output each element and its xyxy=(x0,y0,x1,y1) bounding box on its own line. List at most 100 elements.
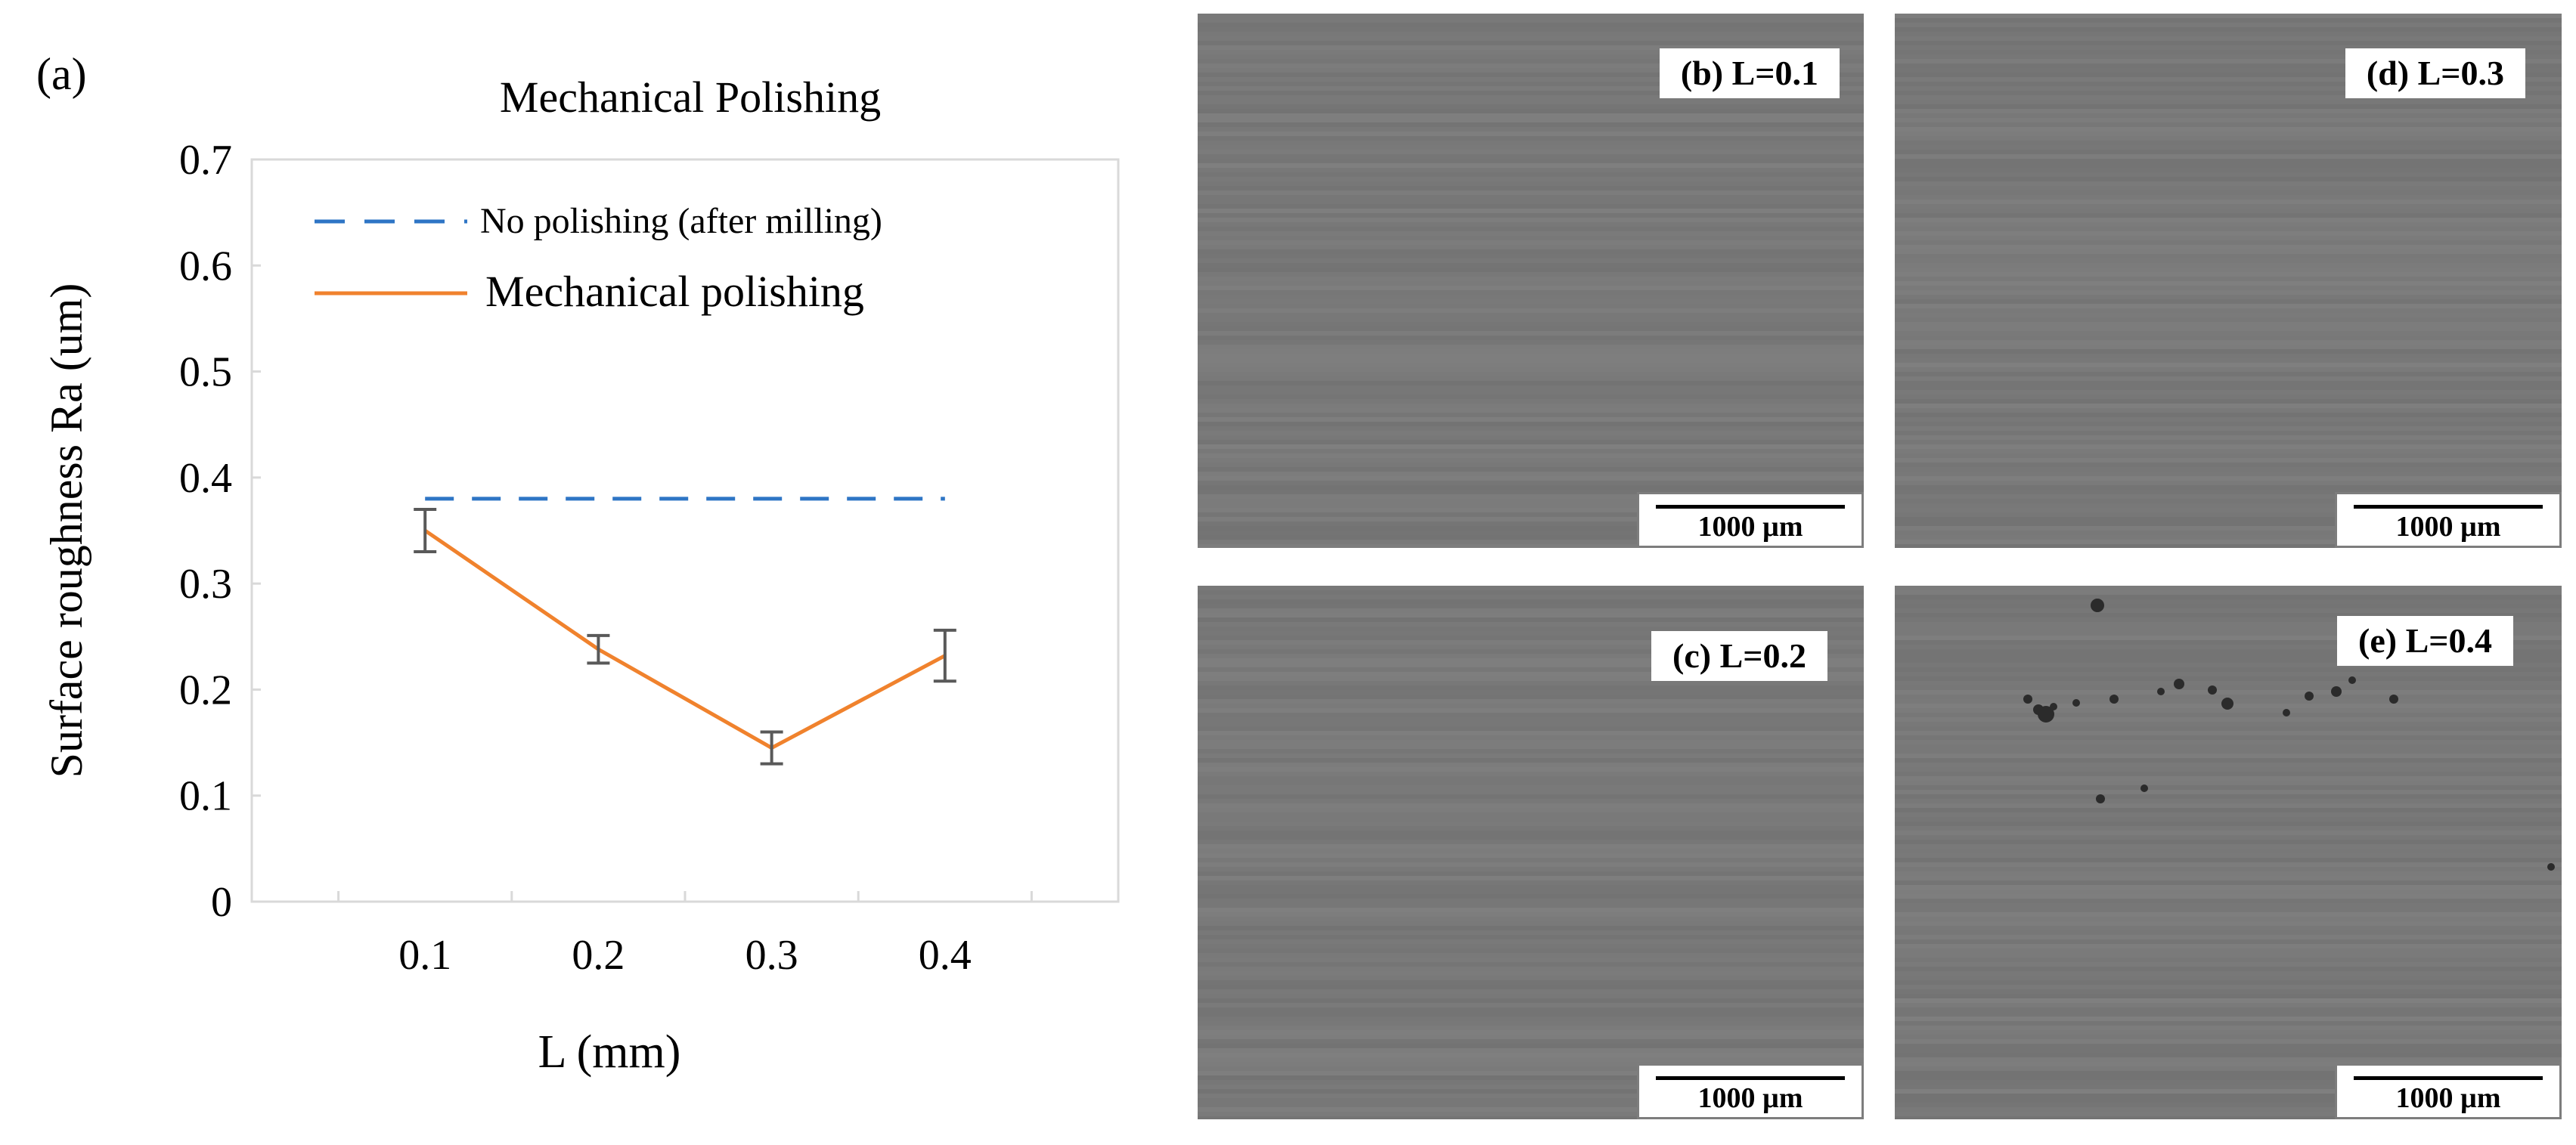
micrograph-streak xyxy=(1895,372,2562,376)
micrograph-streak xyxy=(1895,476,2562,481)
micrograph-streak xyxy=(1198,413,1864,417)
micrograph-streak xyxy=(1198,181,1864,186)
micrograph-streak xyxy=(1895,735,2562,740)
scale-bar-text: 1000 µm xyxy=(2395,1082,2501,1114)
micrograph-streak xyxy=(1895,654,2562,658)
micrograph-streak xyxy=(1895,200,2562,204)
micrograph-streak xyxy=(1198,376,1864,381)
micrograph-streak xyxy=(1198,744,1864,749)
micrograph-streak xyxy=(1198,994,1864,998)
micrograph-streak xyxy=(1895,1012,2562,1017)
y-tick-label: 0.3 xyxy=(179,561,232,608)
micrograph-streak xyxy=(1198,1039,1864,1044)
micrograph-streak xyxy=(1895,790,2562,794)
micrograph-streak xyxy=(1198,367,1864,372)
micrograph-streak xyxy=(1895,127,2562,132)
surface-defect-spot xyxy=(2283,709,2290,716)
micrograph-streak xyxy=(1895,281,2562,286)
micrograph-streak xyxy=(1198,726,1864,731)
micrograph-streak xyxy=(1198,59,1864,63)
micrograph-streak xyxy=(1895,1007,2562,1012)
micrograph-streak xyxy=(1198,785,1864,790)
micrograph-streak xyxy=(1895,640,2562,645)
micrograph-streak xyxy=(1895,399,2562,404)
micrograph-streak xyxy=(1198,118,1864,122)
micrograph-streak xyxy=(1198,349,1864,354)
micrograph-streak xyxy=(1198,790,1864,794)
micrograph-streak xyxy=(1198,1007,1864,1012)
x-axis-ticks: 0.1 0.2 0.3 0.4 xyxy=(337,891,1033,979)
micrograph-streak xyxy=(1198,363,1864,367)
micrograph-streak xyxy=(1895,708,2562,713)
micrograph-b-texture xyxy=(1198,14,1864,548)
micrograph-b: (b) L=0.1 1000 µm xyxy=(1198,14,1864,548)
micrograph-streak xyxy=(1895,535,2562,540)
micrograph-streak xyxy=(1895,989,2562,994)
micrograph-streak xyxy=(1895,304,2562,308)
surface-defect-spot xyxy=(2038,706,2054,723)
micrograph-streak xyxy=(1895,1017,2562,1021)
micrograph-streak xyxy=(1198,794,1864,799)
micrograph-streak xyxy=(1198,622,1864,627)
micrograph-streak xyxy=(1895,113,2562,118)
micrograph-streak xyxy=(1895,590,2562,595)
micrograph-streak xyxy=(1198,154,1864,159)
micrograph-streak xyxy=(1895,608,2562,613)
micrograph-streak xyxy=(1895,763,2562,767)
micrograph-b-scale-bar: 1000 µm xyxy=(1637,492,1864,548)
micrograph-e-texture xyxy=(1895,586,2562,1119)
micrograph-streak xyxy=(1198,18,1864,23)
x-axis-label: L (mm) xyxy=(538,1026,681,1078)
micrograph-streak xyxy=(1198,862,1864,867)
micrograph-streak xyxy=(1895,41,2562,45)
micrograph-streak xyxy=(1895,1066,2562,1071)
surface-defect-spot xyxy=(2157,688,2165,695)
micrograph-streak xyxy=(1895,636,2562,640)
micrograph-streak xyxy=(1895,417,2562,422)
micrograph-streak xyxy=(1895,840,2562,844)
micrograph-streak xyxy=(1198,277,1864,281)
micrograph-streak xyxy=(1895,917,2562,921)
micrograph-streak xyxy=(1198,236,1864,240)
micrograph-streak xyxy=(1895,77,2562,82)
micrograph-streak xyxy=(1895,1062,2562,1066)
micrograph-streak xyxy=(1895,132,2562,136)
micrograph-streak xyxy=(1198,381,1864,385)
micrograph-streak xyxy=(1198,340,1864,345)
micrograph-streak xyxy=(1895,676,2562,681)
micrograph-streak xyxy=(1198,258,1864,263)
micrograph-streak xyxy=(1895,862,2562,867)
micrograph-streak xyxy=(1895,104,2562,109)
micrograph-streak xyxy=(1895,1053,2562,1057)
micrograph-streak xyxy=(1198,667,1864,672)
micrograph-streak xyxy=(1198,944,1864,948)
scale-bar-line xyxy=(2354,505,2543,509)
micrograph-streak xyxy=(1198,453,1864,458)
plot-frame xyxy=(250,158,1120,903)
micrograph-streak xyxy=(1198,36,1864,41)
micrograph-streak xyxy=(1895,1039,2562,1044)
micrograph-streak xyxy=(1198,431,1864,435)
micrograph-streak xyxy=(1198,163,1864,168)
micrograph-streak xyxy=(1895,245,2562,249)
micrograph-streak xyxy=(1198,903,1864,908)
micrograph-streak xyxy=(1198,1044,1864,1048)
micrograph-streak xyxy=(1198,27,1864,32)
micrograph-streak xyxy=(1895,908,2562,912)
micrograph-streak xyxy=(1198,109,1864,113)
micrograph-streak xyxy=(1198,544,1864,548)
micrograph-streak xyxy=(1198,172,1864,177)
micrograph-streak xyxy=(1198,354,1864,358)
micrograph-streak xyxy=(1895,322,2562,326)
micrograph-streak xyxy=(1198,104,1864,109)
micrograph-streak xyxy=(1198,481,1864,485)
micrograph-streak xyxy=(1895,744,2562,749)
surface-defect-spot xyxy=(2174,679,2184,689)
micrograph-streak xyxy=(1198,50,1864,54)
micrograph-streak xyxy=(1198,254,1864,258)
micrograph-streak xyxy=(1198,304,1864,308)
micrograph-streak xyxy=(1895,18,2562,23)
micrograph-streak xyxy=(1895,358,2562,363)
micrograph-streak xyxy=(1895,50,2562,54)
micrograph-streak xyxy=(1895,340,2562,345)
